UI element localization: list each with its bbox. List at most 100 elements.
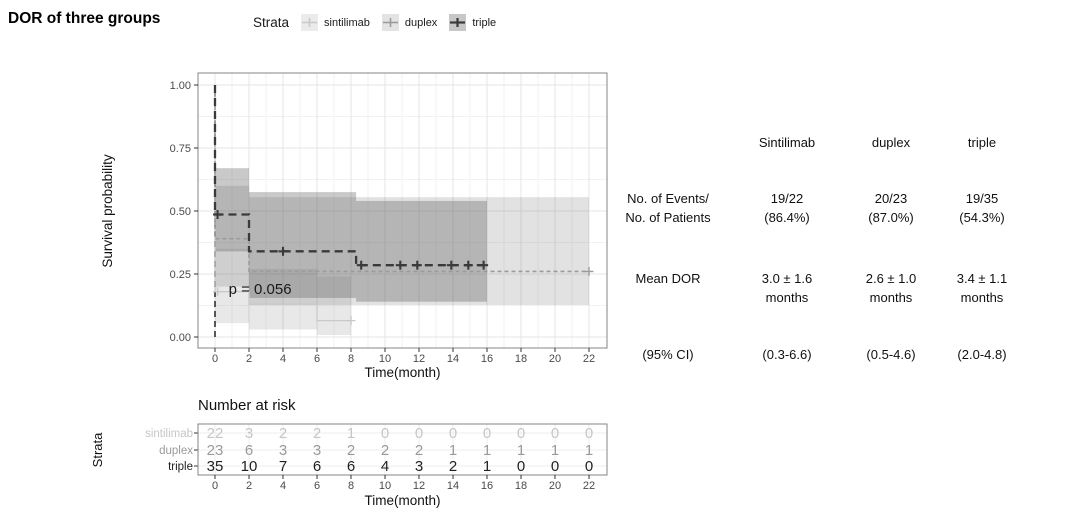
censor-marks-sintilimab [213, 287, 356, 326]
risk-x-tick-label: 6 [314, 480, 320, 492]
risk-row-label-duplex: duplex [159, 445, 193, 457]
y-tick-label: 1.00 [170, 80, 191, 92]
x-tick-label: 0 [212, 353, 218, 365]
risk-count: 1 [449, 442, 457, 459]
risk-count: 1 [347, 425, 355, 442]
ci-band-step [215, 168, 249, 252]
x-axis-title: Time(month) [364, 365, 440, 380]
figure-title: DOR of three groups [8, 10, 161, 27]
x-tick-label: 18 [515, 353, 527, 365]
risk-x-tick-label: 18 [515, 480, 527, 492]
legend-item-triple: triple [449, 14, 496, 31]
risk-x-tick-label: 8 [348, 480, 354, 492]
risk-count: 3 [245, 425, 253, 442]
risk-count: 4 [381, 458, 389, 475]
risk-count: 7 [279, 458, 287, 475]
p-value-label: p = 0.056 [229, 281, 292, 298]
x-tick-label: 2 [246, 353, 252, 365]
legend-key-sintilimab-icon [301, 14, 319, 31]
risk-count: 3 [313, 442, 321, 459]
risk-count: 0 [585, 425, 593, 442]
risk-count: 2 [381, 442, 389, 459]
ci-band-step [356, 200, 487, 302]
x-tick-label: 14 [447, 353, 459, 365]
risk-count: 1 [483, 442, 491, 459]
y-axis-title: Survival probability [100, 154, 115, 268]
risk-x-tick-label: 2 [246, 480, 252, 492]
risk-count: 0 [551, 458, 559, 475]
ci-band-triple [215, 168, 487, 302]
risk-count: 2 [449, 458, 457, 475]
risk-x-tick-label: 16 [481, 480, 493, 492]
risk-count: 1 [517, 442, 525, 459]
risk-count: 6 [313, 458, 321, 475]
y-tick-label: 0.50 [170, 206, 191, 218]
y-tick-label: 0.25 [170, 269, 191, 281]
legend-label: duplex [404, 16, 438, 29]
plot-grid [198, 73, 607, 348]
x-tick-label: 6 [314, 353, 320, 365]
risk-count: 3 [279, 442, 287, 459]
ci-band-step [249, 268, 317, 330]
risk-x-tick-label: 4 [280, 480, 286, 492]
legend-key-duplex-icon [381, 14, 399, 31]
x-tick-label: 22 [583, 353, 595, 365]
legend-title: Strata [253, 15, 290, 30]
x-tick-label: 4 [280, 353, 286, 365]
risk-count: 3 [415, 458, 423, 475]
risk-table-title: Number at risk [198, 397, 296, 414]
y-tick-label: 0.75 [170, 143, 191, 155]
risk-x-tick-label: 20 [549, 480, 561, 492]
x-tick-label: 12 [413, 353, 425, 365]
risk-count: 1 [551, 442, 559, 459]
risk-row-label-sintilimab: sintilimab [145, 428, 193, 440]
censor-marks-duplex [584, 266, 594, 276]
risk-count: 1 [585, 442, 593, 459]
legend-item-duplex: duplex [381, 14, 438, 31]
x-tick-label: 8 [348, 353, 354, 365]
risk-y-axis-title: Strata [90, 432, 105, 467]
x-tick-label: 16 [481, 353, 493, 365]
strata-legend: Strata sintilimab duplex triple [253, 14, 496, 31]
risk-x-tick-label: 10 [379, 480, 391, 492]
risk-panel-border [197, 423, 608, 476]
survival-curve-triple [213, 85, 487, 267]
risk-count: 0 [585, 458, 593, 475]
ci-band-step [249, 197, 589, 305]
ci-band-step [215, 248, 249, 324]
risk-x-tick-label: 12 [413, 480, 425, 492]
risk-row-label-triple: triple [168, 461, 193, 473]
legend-key-triple-icon [449, 14, 467, 31]
risk-count: 6 [245, 442, 253, 459]
risk-count: 35 [207, 458, 224, 475]
ci-band-sintilimab [215, 248, 351, 335]
risk-count: 0 [517, 425, 525, 442]
risk-count: 2 [313, 425, 321, 442]
risk-x-tick-label: 0 [212, 480, 218, 492]
censor-marks-triple [213, 210, 489, 270]
risk-count: 2 [347, 442, 355, 459]
risk-x-tick-label: 14 [447, 480, 459, 492]
risk-count: 0 [483, 425, 491, 442]
risk-count: 22 [207, 425, 224, 442]
risk-count: 23 [207, 442, 224, 459]
ci-band-step [249, 192, 357, 298]
risk-count: 6 [347, 458, 355, 475]
risk-count: 0 [551, 425, 559, 442]
legend-item-sintilimab: sintilimab [301, 14, 370, 31]
risk-count: 0 [517, 458, 525, 475]
risk-count: 2 [279, 425, 287, 442]
y-tick-label: 0.00 [170, 332, 191, 344]
risk-x-tick-label: 22 [583, 480, 595, 492]
ci-band-step [215, 185, 249, 287]
risk-count: 10 [241, 458, 258, 475]
risk-x-axis-title: Time(month) [364, 493, 440, 508]
legend-label: triple [472, 16, 497, 29]
risk-count: 0 [381, 425, 389, 442]
risk-count: 2 [415, 442, 423, 459]
x-tick-label: 10 [379, 353, 391, 365]
legend-label: sintilimab [324, 16, 370, 29]
